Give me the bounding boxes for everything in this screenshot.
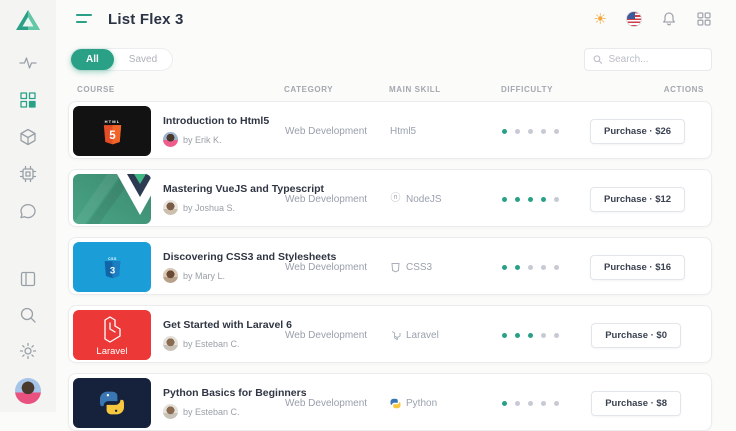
skill-label: CSS3 — [406, 262, 432, 273]
table-header: COURSE CATEGORY MAIN SKILL DIFFICULTY AC… — [56, 79, 736, 101]
css3-logo: CSS 3 — [73, 242, 151, 292]
author-name: by Mary L. — [183, 271, 225, 281]
svg-text:3: 3 — [109, 265, 114, 276]
category: Web Development — [285, 126, 390, 137]
vuejs-logo — [73, 174, 151, 224]
svg-text:CSS: CSS — [108, 257, 117, 261]
activity-icon[interactable] — [19, 54, 37, 72]
author-name: by Esteban C. — [183, 339, 240, 349]
app-logo[interactable] — [15, 9, 41, 31]
python-icon — [390, 398, 401, 409]
css3-icon — [390, 262, 401, 273]
purchase-button[interactable]: Purchase · $12 — [590, 187, 685, 212]
panel-icon[interactable] — [19, 270, 37, 288]
author-name: by Erik K. — [183, 135, 222, 145]
svg-text:Laravel: Laravel — [96, 346, 127, 357]
author-name: by Joshua S. — [183, 203, 235, 213]
search-icon — [593, 54, 602, 65]
svg-text:HTML: HTML — [104, 119, 120, 124]
column-course: COURSE — [77, 85, 284, 94]
menu-icon[interactable] — [76, 13, 93, 25]
search-icon[interactable] — [19, 306, 37, 324]
column-actions: ACTIONS — [589, 85, 704, 94]
category: Web Development — [285, 262, 390, 273]
column-main-skill: MAIN SKILL — [389, 85, 501, 94]
course-title: Get Started with Laravel 6 — [163, 319, 292, 331]
sun-icon[interactable]: ☀ — [594, 12, 607, 27]
main-content: List Flex 3 ☀ All Saved COURSE CATEGORY … — [56, 0, 736, 412]
table-row[interactable]: Python Basics for Beginners by Esteban C… — [68, 373, 712, 431]
chat-icon[interactable] — [19, 202, 37, 220]
table-row[interactable]: HTML 5 Introduction to Html5 by Erik K. … — [68, 101, 712, 159]
nodejs-icon: ⓝ — [390, 194, 401, 205]
skill-label: Html5 — [390, 126, 416, 137]
skill-label: Python — [406, 398, 437, 409]
package-icon[interactable] — [19, 128, 37, 146]
search-input[interactable] — [608, 54, 703, 65]
author-avatar — [163, 268, 178, 283]
us-flag-icon[interactable] — [626, 11, 642, 27]
author-avatar — [163, 132, 178, 147]
difficulty-dots — [502, 197, 590, 202]
table-row[interactable]: CSS 3 Discovering CSS3 and Stylesheets b… — [68, 237, 712, 295]
tab-saved[interactable]: Saved — [114, 49, 172, 70]
grid-icon[interactable] — [19, 91, 37, 109]
svg-text:5: 5 — [109, 130, 116, 142]
bell-icon[interactable] — [661, 11, 677, 27]
purchase-button[interactable]: Purchase · $26 — [590, 119, 685, 144]
laravel-icon — [390, 330, 401, 341]
topbar: List Flex 3 ☀ — [56, 0, 736, 38]
laravel-logo: Laravel — [73, 310, 151, 360]
difficulty-dots — [502, 333, 590, 338]
author-avatar — [163, 336, 178, 351]
page-title: List Flex 3 — [108, 11, 184, 28]
html5-logo: HTML 5 — [73, 106, 151, 156]
course-title: Introduction to Html5 — [163, 115, 269, 127]
column-category: CATEGORY — [284, 85, 389, 94]
table-row[interactable]: Mastering VueJS and Typescript by Joshua… — [68, 169, 712, 227]
python-logo — [73, 378, 151, 428]
purchase-button[interactable]: Purchase · $16 — [590, 255, 685, 280]
category: Web Development — [285, 194, 390, 205]
tab-all[interactable]: All — [71, 49, 114, 70]
user-avatar[interactable] — [15, 378, 41, 404]
skill-label: Laravel — [406, 330, 439, 341]
purchase-button[interactable]: Purchase · $0 — [591, 323, 681, 348]
search-box — [584, 48, 712, 71]
skill-label: NodeJS — [406, 194, 442, 205]
apps-icon[interactable] — [696, 11, 712, 27]
column-difficulty: DIFFICULTY — [501, 85, 589, 94]
filter-tabs: All Saved — [70, 48, 173, 71]
category: Web Development — [285, 330, 390, 341]
category: Web Development — [285, 398, 390, 409]
table-row[interactable]: Laravel Get Started with Laravel 6 by Es… — [68, 305, 712, 363]
settings-icon[interactable] — [19, 342, 37, 360]
course-list: HTML 5 Introduction to Html5 by Erik K. … — [56, 101, 736, 431]
difficulty-dots — [502, 401, 590, 406]
cpu-icon[interactable] — [19, 165, 37, 183]
author-avatar — [163, 200, 178, 215]
difficulty-dots — [502, 265, 590, 270]
difficulty-dots — [502, 129, 590, 134]
toolbar: All Saved — [56, 38, 736, 79]
sidebar — [0, 0, 56, 412]
